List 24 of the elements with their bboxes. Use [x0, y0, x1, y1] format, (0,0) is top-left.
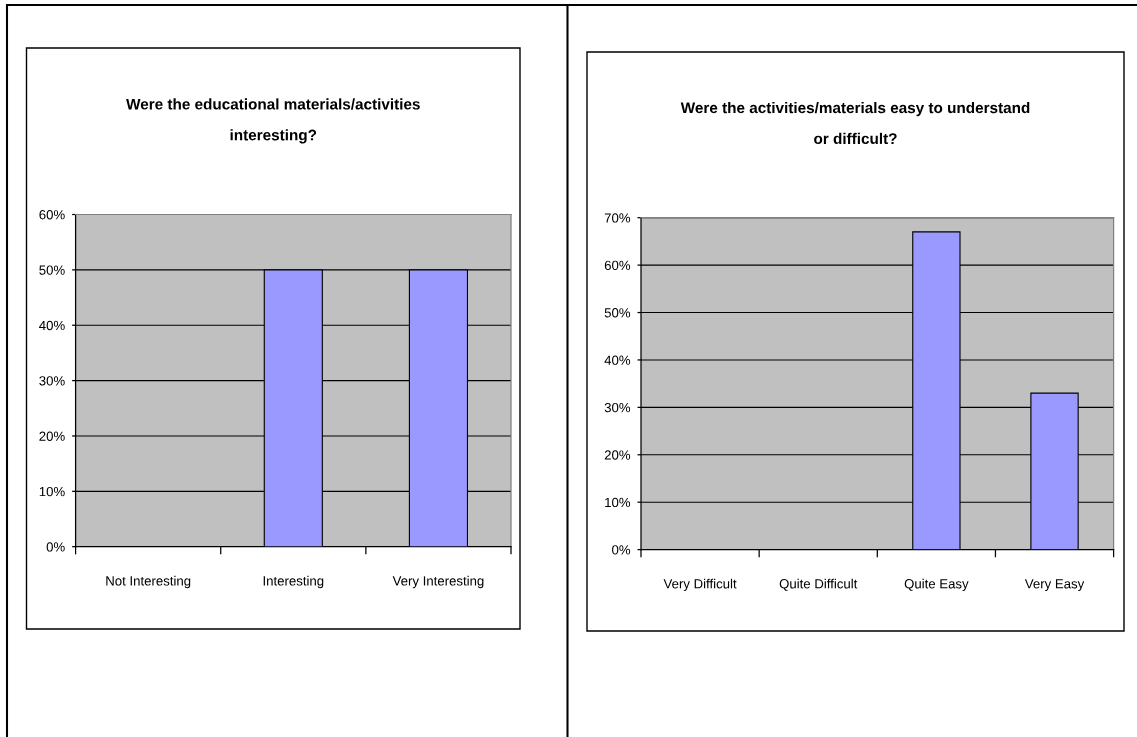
x-tick-label: Not Interesting [106, 575, 191, 589]
y-tick-label: 20% [39, 431, 65, 441]
x-tick-label: Interesting [263, 575, 324, 589]
y-tick-label: 20% [604, 450, 631, 460]
y-tick-label: 30% [39, 376, 65, 386]
y-tick-label: 60% [39, 210, 65, 220]
y-tick-label: 30% [604, 402, 631, 413]
y-tick-label: 40% [604, 355, 631, 365]
y-tick-label: 0% [612, 545, 631, 555]
y-tick-label: 50% [604, 308, 631, 318]
y-tick-label: 10% [605, 497, 631, 508]
x-tick-label: Quite Easy [904, 578, 969, 592]
y-tick-label: 50% [39, 265, 65, 275]
chart-title: Were the educational materials/activities interesting? [126, 98, 420, 144]
x-tick-label: Very Interesting [392, 575, 484, 589]
y-tick-label: 60% [604, 260, 631, 271]
y-tick-label: 0% [46, 542, 65, 552]
y-tick-label: 40% [39, 320, 65, 331]
x-tick-label: Very Difficult [663, 578, 737, 592]
y-tick-label: 10% [39, 486, 65, 497]
x-tick-label: Very Easy [1024, 579, 1085, 592]
chart-title: Were the activities/materials easy to understand or difficult? [680, 101, 1030, 145]
y-tick-label: 70% [604, 213, 631, 223]
x-tick-label: Quite Difficult [779, 578, 858, 591]
